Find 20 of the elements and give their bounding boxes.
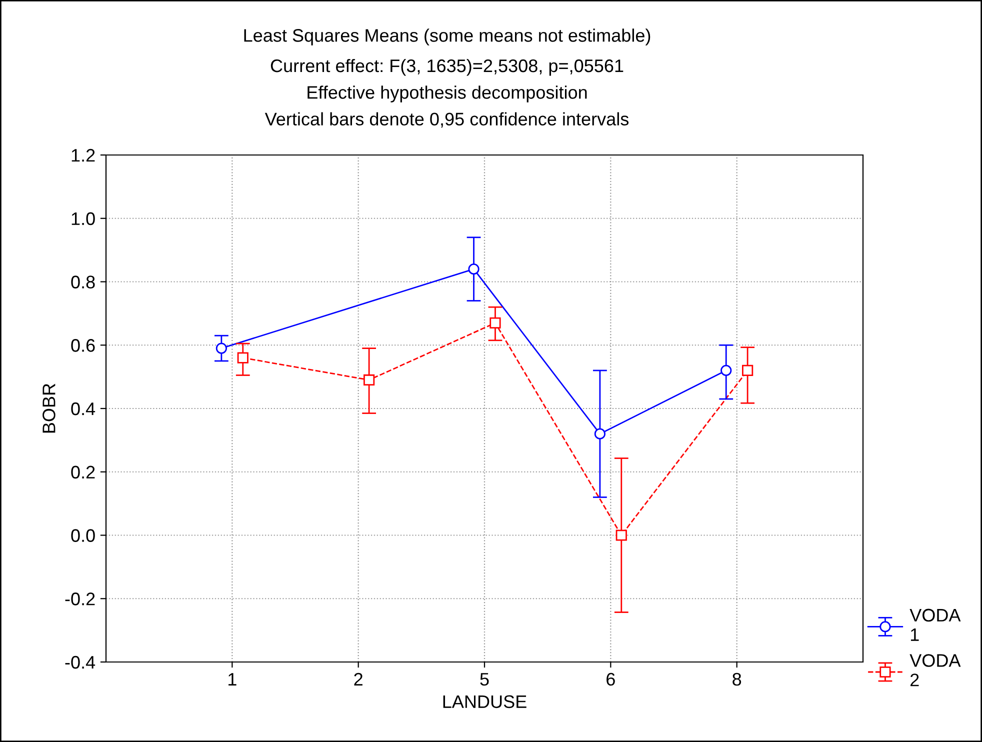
x-tick-label: 8 (732, 672, 742, 686)
x-axis-title: LANDUSE (443, 695, 526, 708)
y-axis-title: BOBR (42, 384, 56, 433)
y-tick-label: 0.4 (71, 402, 96, 416)
legend-label: VODA 1 (910, 608, 961, 641)
legend-label: VODA 2 (910, 654, 961, 686)
x-tick-label: 5 (480, 673, 489, 686)
y-tick-label: 1.2 (72, 148, 95, 162)
y-tick-label: 0.8 (71, 276, 95, 288)
x-tick-label: 1 (228, 673, 236, 686)
y-tick-label: 0.0 (71, 529, 95, 542)
y-tick-label: -0.2 (65, 592, 95, 606)
y-tick-label: 1.0 (72, 212, 95, 226)
chart-title: Least Squares Means (some means not estimable) (244, 28, 650, 46)
x-tick-label: 2 (354, 672, 362, 686)
chart-subtitle: Current effect: F(3, 1635)=2,5308, p=,05561 Effective hypothesis decomposition Vertical bars denote 0,95 confidence intervals (264, 58, 629, 128)
y-tick-label: 0.6 (71, 339, 95, 352)
y-tick-label: -0.4 (65, 656, 96, 669)
x-tick-label: 6 (606, 672, 615, 686)
y-tick-label: 0.2 (71, 466, 95, 479)
